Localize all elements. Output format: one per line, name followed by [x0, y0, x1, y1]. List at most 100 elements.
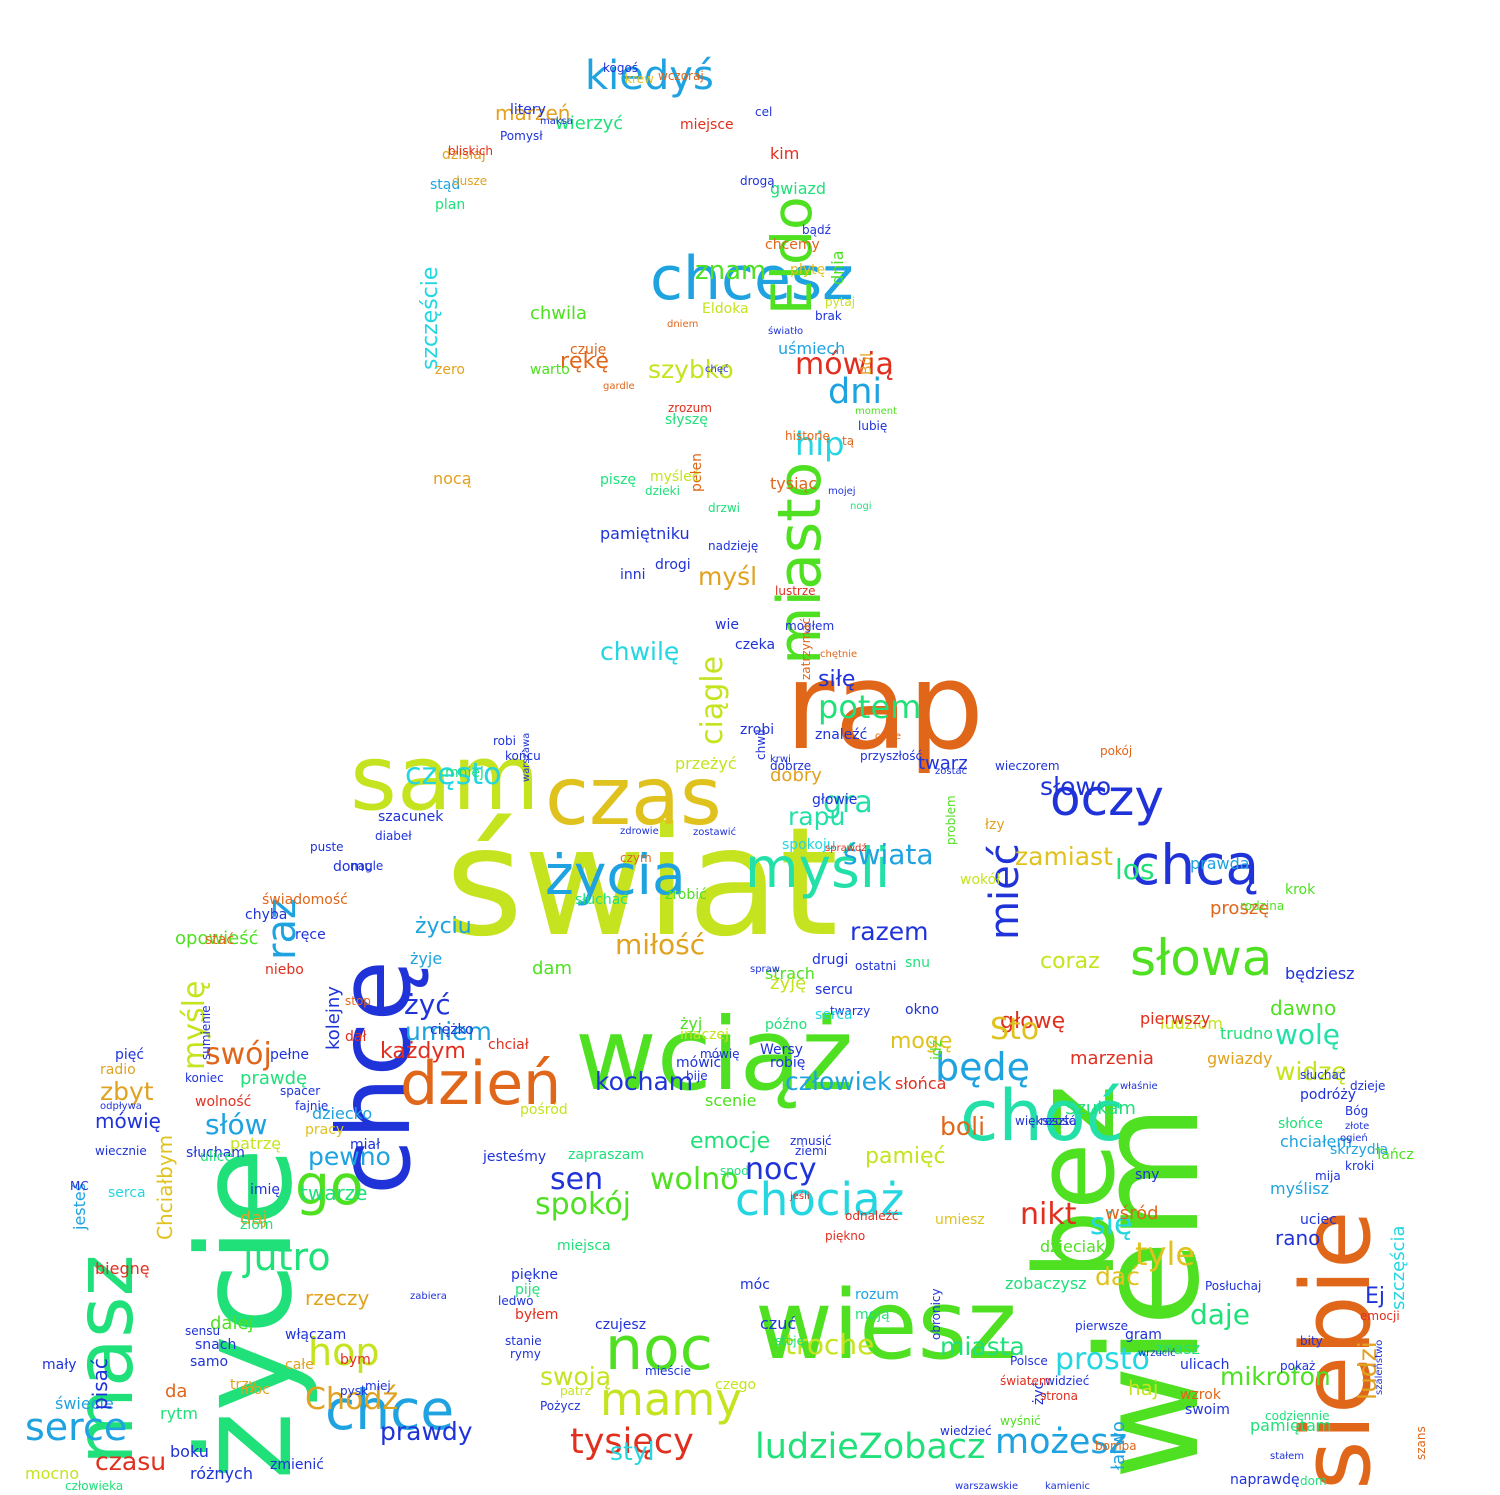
- word-droga: drogą: [740, 173, 775, 188]
- word-przyszlosc: przyszłość: [860, 748, 923, 763]
- word-lzy: łzy: [985, 817, 1005, 834]
- word-moja: moją: [855, 1307, 890, 1324]
- word-marzenia: marzenia: [1070, 1047, 1154, 1069]
- word-wczoraj: wczoraj: [658, 68, 704, 83]
- word-warto: warto: [530, 362, 570, 379]
- word-szczescie: szczęście: [418, 266, 443, 370]
- word-badz: bądź: [802, 222, 831, 237]
- word-swiatlo: światło: [768, 325, 804, 337]
- word-roznych: różnych: [190, 1464, 253, 1484]
- word-mial: miał: [350, 1137, 381, 1154]
- word-widze: widzę: [1275, 1056, 1347, 1086]
- word-mija: mija: [1315, 1168, 1341, 1183]
- word-rytm: rytm: [160, 1404, 198, 1424]
- word-spraw: spraw: [750, 963, 780, 975]
- word-moc: moc: [240, 1382, 270, 1399]
- word-pisze: piszę: [600, 472, 637, 489]
- word-piec: pięć: [115, 1047, 145, 1064]
- word-dzien: dzień: [400, 1049, 562, 1119]
- word-sie: się: [1090, 1206, 1133, 1242]
- word-prosze: proszę: [1210, 897, 1270, 919]
- word-naprawde: naprawdę: [1230, 1472, 1300, 1489]
- word-bije: bije: [686, 1068, 708, 1083]
- word-umiem: umiem: [405, 1016, 492, 1046]
- word-pracy: pracy: [305, 1122, 345, 1139]
- word-ludziezobacz: ludzieZobacz: [755, 1427, 986, 1468]
- word-cel: cel: [755, 104, 773, 119]
- word-rano: rano: [1275, 1226, 1321, 1250]
- word-da: da: [165, 1380, 188, 1402]
- word-czesto: często: [405, 756, 502, 792]
- word-ta: tą: [842, 433, 855, 448]
- word-stanie: stanie: [505, 1333, 542, 1348]
- word-tysiecy: tysięcy: [570, 1422, 694, 1463]
- word-zrozum: zrozum: [668, 400, 712, 415]
- word-wysnic: wyśnić: [1000, 1413, 1041, 1428]
- word-slonca: słońca: [895, 1074, 947, 1094]
- word-kogos: kogoś: [603, 60, 639, 75]
- word-pisac: pisać: [88, 1358, 112, 1410]
- word-warszawa: warszawa: [521, 732, 532, 782]
- word-bliskich: bliskich: [448, 143, 494, 158]
- word-mowie: mówię: [700, 1046, 740, 1061]
- word-szczescia: szczęścia: [1388, 1225, 1409, 1310]
- word-daj: daj: [240, 1207, 268, 1229]
- word-rzeczy: rzeczy: [305, 1286, 370, 1310]
- word-zmienic: zmienić: [270, 1457, 324, 1474]
- word-kim: kim: [770, 144, 800, 164]
- word-dobry: dobry: [770, 764, 822, 786]
- word-sluchac: słuchać: [1300, 1067, 1346, 1082]
- word-stalem: stałem: [1270, 1450, 1304, 1462]
- word-wieczorem: wieczorem: [995, 758, 1060, 773]
- word-noca: nocą: [433, 469, 472, 489]
- word-nogi: nogi: [850, 500, 872, 512]
- word-zyje: żyję: [770, 972, 807, 994]
- word-pierwsze: pierwsze: [1075, 1318, 1129, 1333]
- word-moment: moment: [855, 405, 898, 417]
- word-widziec: widzieć: [1045, 1373, 1090, 1388]
- word-stad: stąd: [430, 177, 461, 194]
- word-znalezc: znaleźć: [815, 727, 868, 744]
- word-swoja: swoją: [540, 1361, 612, 1391]
- word-piekne: piękne: [511, 1267, 558, 1284]
- word-gram: gram: [1125, 1327, 1162, 1344]
- word-kocham: kocham: [595, 1066, 694, 1096]
- word-kazdym: każdym: [380, 1039, 466, 1065]
- word-myslec: myśleć: [650, 469, 700, 486]
- word-ciezko: ciężko: [430, 1022, 474, 1039]
- word-mikrofon: mikrofon: [1220, 1361, 1331, 1391]
- word-strona: strona: [1040, 1388, 1078, 1403]
- word-swoim: swoim: [1185, 1402, 1230, 1419]
- word-czasu: czasu: [95, 1446, 167, 1476]
- word-czego: czego: [715, 1377, 757, 1394]
- word-zyciu: życiu: [415, 914, 472, 940]
- word-niebo: niebo: [265, 962, 304, 979]
- word-pomysl: Pomysł: [500, 128, 543, 143]
- word-bomba: bomba: [1095, 1438, 1137, 1453]
- word-dawno: dawno: [1270, 996, 1337, 1020]
- word-sen: sen: [550, 1161, 604, 1197]
- word-moc: móc: [740, 1277, 770, 1294]
- word-styl: styl: [610, 1436, 655, 1466]
- word-zabiera: zabiera: [410, 1290, 447, 1302]
- word-nikt: nikt: [1020, 1196, 1077, 1232]
- word-snach: snach: [195, 1337, 237, 1354]
- word-bog: Bóg: [1345, 1103, 1369, 1118]
- word-potem: potem: [818, 687, 922, 726]
- word-wzrok: wzrok: [1180, 1387, 1221, 1404]
- word-obronicy: obronicy: [929, 1288, 943, 1340]
- word-mniej: mniej: [445, 765, 484, 782]
- word-chwil: chwil: [754, 729, 768, 760]
- word-jutro: jutro: [243, 1234, 331, 1279]
- word-cale: całe: [285, 1357, 314, 1374]
- word-mowie: mówię: [95, 1109, 161, 1133]
- word-sny: sny: [1135, 1167, 1160, 1184]
- word-dni: dni: [828, 372, 883, 413]
- word-scenie: scenie: [705, 1091, 757, 1111]
- word-zmusic: zmusić: [790, 1133, 832, 1148]
- word-emocje: emocje: [690, 1129, 771, 1155]
- word-odplywa: odpływa: [100, 1100, 142, 1112]
- word-ej: Ej: [1365, 1284, 1386, 1310]
- word-krwi: krwi: [770, 753, 791, 765]
